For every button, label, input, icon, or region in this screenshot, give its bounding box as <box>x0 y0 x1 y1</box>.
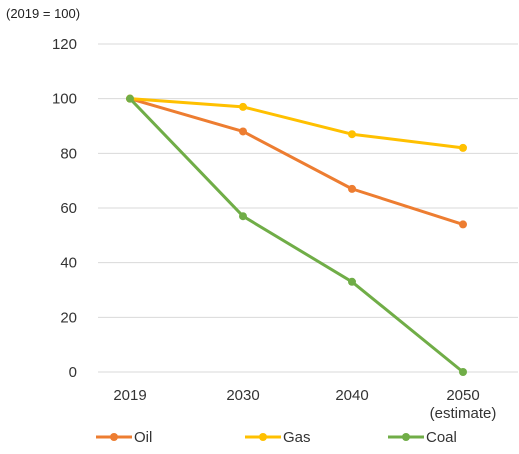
y-unit-label: (2019 = 100) <box>6 6 81 21</box>
legend-marker-oil <box>110 433 118 441</box>
legend-marker-gas <box>259 433 267 441</box>
series-line-oil <box>129 97 464 226</box>
data-point-gas <box>459 143 467 152</box>
legend-label-gas: Gas <box>283 429 311 446</box>
legend-marker-coal <box>402 433 410 441</box>
x-tick-label: 2019 <box>113 387 146 404</box>
series-line-coal <box>128 97 464 374</box>
y-tick-label: 0 <box>69 364 77 381</box>
data-point-oil <box>239 127 247 136</box>
y-tick-label: 60 <box>60 200 77 217</box>
legend-label-oil: Oil <box>134 429 152 446</box>
x-tick-label: 2050 <box>446 387 479 404</box>
data-point-gas <box>239 102 247 111</box>
y-tick-label: 100 <box>52 91 77 108</box>
data-point-oil <box>348 184 356 193</box>
x-tick-label: 2030 <box>226 387 259 404</box>
legend-label-coal: Coal <box>426 429 457 446</box>
x-tick-sublabel: (estimate) <box>430 405 497 422</box>
data-point-coal <box>459 368 467 376</box>
y-tick-label: 80 <box>60 145 77 162</box>
y-tick-label: 40 <box>60 255 77 272</box>
data-point-coal <box>126 94 134 103</box>
data-point-coal <box>239 212 247 221</box>
data-point-coal <box>348 277 356 286</box>
y-tick-label: 120 <box>52 36 77 53</box>
x-tick-label: 2040 <box>335 387 368 404</box>
data-point-oil <box>459 220 467 229</box>
series-line-gas <box>129 97 464 150</box>
y-tick-label: 20 <box>60 309 77 326</box>
data-point-gas <box>348 130 356 139</box>
